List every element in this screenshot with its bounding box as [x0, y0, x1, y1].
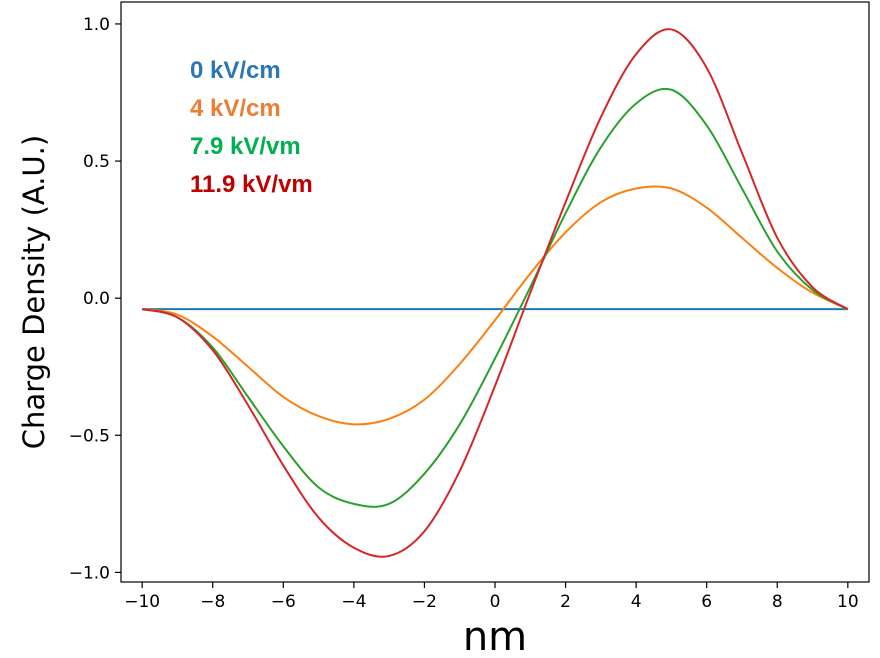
x-tick-label: 10 — [837, 592, 859, 612]
legend-entry-1: 0 kV/cm — [190, 57, 281, 84]
x-tick-label: 4 — [631, 592, 642, 612]
x-tick-label: −2 — [412, 592, 437, 612]
x-axis-label: nm — [463, 614, 527, 658]
y-tick-label: 0.0 — [83, 289, 110, 309]
x-tick-label: 6 — [701, 592, 712, 612]
x-axis: −10 −8 −6 −4 −2 0 2 4 6 8 10 — [124, 582, 859, 612]
series-line-2 — [142, 185, 849, 426]
y-axis-label: Charge Density (A.U.) — [17, 135, 51, 449]
x-tick-label: 8 — [772, 592, 783, 612]
y-tick-label: 1.0 — [83, 15, 110, 35]
y-tick-label: −0.5 — [69, 426, 110, 446]
y-tick-label: −1.0 — [69, 563, 110, 583]
legend-entry-4: 11.9 kV/vm — [190, 171, 313, 198]
legend-entry-3: 7.9 kV/vm — [190, 133, 301, 160]
x-tick-label: −6 — [271, 592, 296, 612]
series-line-3 — [141, 87, 849, 508]
x-tick-label: 0 — [490, 592, 501, 612]
y-axis: −1.0 −0.5 0.0 0.5 1.0 — [69, 15, 121, 583]
legend-entry-2: 4 kV/cm — [190, 95, 281, 122]
x-tick-label: −10 — [124, 592, 160, 612]
series-lines — [141, 28, 849, 558]
x-tick-label: 2 — [560, 592, 571, 612]
legend: 0 kV/cm 4 kV/cm 7.9 kV/vm 11.9 kV/vm — [190, 57, 313, 198]
series-line-4 — [141, 28, 849, 558]
plot-area — [121, 2, 869, 582]
y-tick-label: 0.5 — [83, 152, 110, 172]
x-tick-label: −8 — [200, 592, 225, 612]
x-tick-label: −4 — [341, 592, 366, 612]
